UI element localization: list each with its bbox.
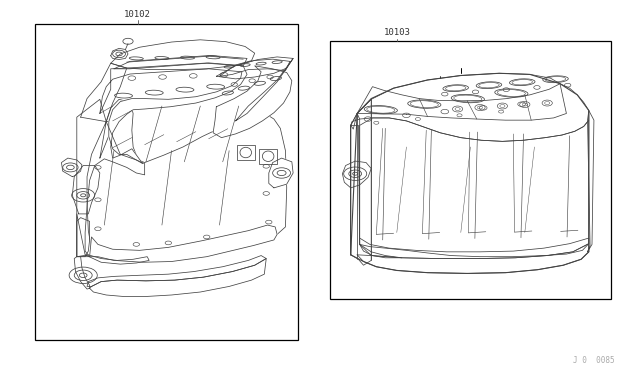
Polygon shape [81,63,127,122]
Text: J 0  0085: J 0 0085 [573,356,614,365]
Polygon shape [90,259,266,296]
Bar [237,145,255,160]
Polygon shape [351,73,589,141]
Bar [259,149,277,164]
Polygon shape [87,99,287,260]
Polygon shape [220,59,290,76]
Bar [330,41,611,299]
Polygon shape [61,158,82,177]
Text: 10103: 10103 [383,28,410,37]
Polygon shape [74,257,90,289]
Polygon shape [360,118,589,257]
Polygon shape [357,84,566,120]
Polygon shape [342,161,371,188]
Polygon shape [213,66,292,138]
Polygon shape [269,158,293,188]
Polygon shape [77,99,145,257]
Polygon shape [351,99,371,265]
Polygon shape [216,57,293,79]
Polygon shape [360,238,589,259]
Polygon shape [90,225,277,262]
Polygon shape [100,63,247,164]
Polygon shape [111,40,255,70]
Polygon shape [72,166,100,214]
Polygon shape [357,244,589,273]
Bar [35,24,298,340]
Polygon shape [111,48,128,60]
Text: 10102: 10102 [124,10,151,19]
Polygon shape [588,110,594,252]
Polygon shape [77,218,90,257]
Polygon shape [87,256,266,286]
Polygon shape [77,214,149,264]
Polygon shape [236,58,293,121]
Polygon shape [351,113,402,258]
Polygon shape [114,55,247,69]
